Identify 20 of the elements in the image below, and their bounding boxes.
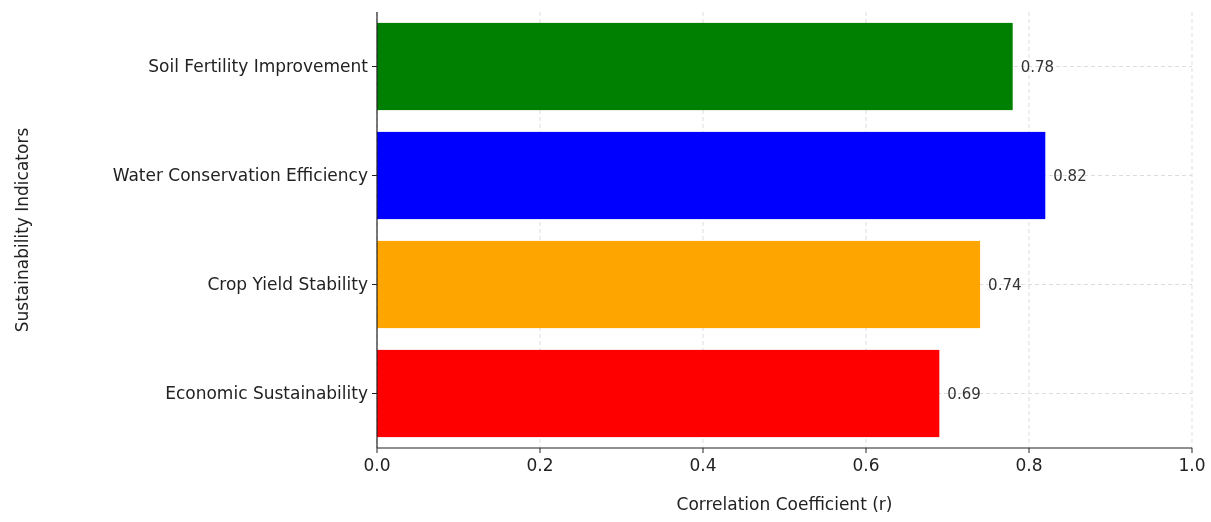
bar [377,349,940,438]
x-tick-label: 0.8 [1015,455,1043,475]
y-axis-title: Sustainability Indicators [12,127,32,333]
bar [377,240,981,329]
data-label: 0.74 [988,275,1022,294]
y-tick-label: Economic Sustainability [165,383,368,404]
x-tick-label: 0.4 [689,455,717,475]
y-tick-label: Soil Fertility Improvement [148,56,369,77]
x-tick-label: 0.0 [363,455,391,475]
bar [377,22,1013,111]
x-tick-label: 0.6 [852,455,880,475]
y-tick-label: Water Conservation Efficiency [112,165,368,186]
data-label: 0.82 [1053,166,1087,185]
y-tick-label: Crop Yield Stability [207,274,368,295]
x-axis-title: Correlation Coefficient (r) [676,494,893,514]
x-tick-label: 0.2 [526,455,554,475]
data-label: 0.69 [947,384,981,403]
x-tick-label: 1.0 [1178,455,1206,475]
data-label: 0.78 [1020,57,1055,76]
bar [377,131,1046,220]
